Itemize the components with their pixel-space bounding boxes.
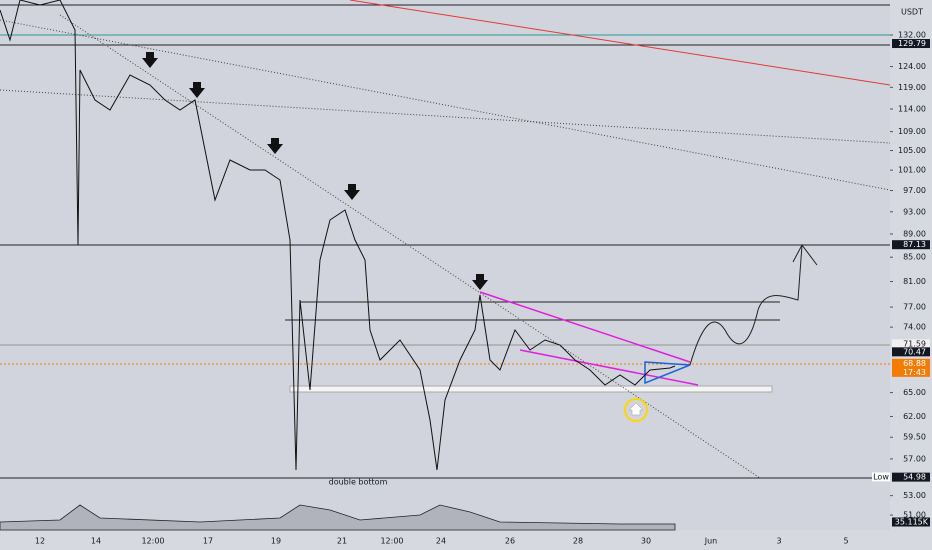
channel (519, 349, 699, 386)
y-tick-label: 89.00 (903, 229, 926, 238)
down-arrow (472, 274, 488, 290)
x-tick-label: 14 (91, 537, 101, 546)
projection (689, 244, 803, 366)
x-tick-label: 21 (337, 537, 347, 546)
channel (479, 291, 691, 363)
y-tick-label: 74.00 (903, 323, 926, 332)
time-axis (0, 530, 890, 550)
y-tick-label: 59.50 (903, 433, 926, 442)
y-tick-label: 114.00 (898, 105, 926, 114)
plot-area (0, 0, 890, 530)
x-tick-label: 12:00 (141, 537, 164, 546)
price-badge-sub: 17:43 (903, 368, 926, 377)
price-axis (890, 0, 932, 550)
y-tick-label: 105.00 (898, 146, 926, 155)
volume-badge-label: 35.115K (895, 518, 929, 527)
y-tick-label: 77.00 (903, 303, 926, 312)
x-tick-label: 28 (573, 537, 583, 546)
x-tick-label: 12:00 (380, 537, 403, 546)
x-tick-label: 19 (271, 537, 281, 546)
up-arrow (628, 402, 644, 416)
y-tick-label: 93.00 (903, 207, 926, 216)
y-tick-label: 85.00 (903, 253, 926, 262)
price-badge-label: 70.47 (903, 347, 926, 356)
y-tick-label: 101.00 (898, 166, 926, 175)
y-tick-label: 62.00 (903, 412, 926, 421)
y-tick-label: 65.00 (903, 388, 926, 397)
price-badge (892, 472, 930, 482)
x-tick-label: 24 (436, 537, 446, 546)
price-badge (892, 358, 930, 377)
price-badge (892, 339, 930, 349)
y-tick-label: 132.00 (898, 31, 926, 40)
x-tick-label: 3 (776, 537, 781, 546)
x-tick-label: 17 (203, 537, 213, 546)
volume-badge (892, 517, 930, 527)
badge-tag-label: Low (873, 472, 889, 481)
y-tick-label: 51.00 (903, 511, 926, 520)
drawings (0, 0, 891, 531)
y-tick-label: 81.00 (903, 277, 926, 286)
y-tick-label: 109.00 (898, 127, 926, 136)
support-zone (289, 385, 773, 393)
y-tick-label: 124.00 (898, 62, 926, 71)
down-arrow (189, 82, 205, 98)
y-tick-label: 57.00 (903, 454, 926, 463)
projection-arrow (792, 244, 818, 266)
x-tick-label: 30 (641, 537, 651, 546)
price-badge (892, 240, 930, 250)
price-badge-label: 71.59 (903, 339, 926, 348)
price-badge (892, 39, 930, 49)
price-badge-label: 54.98 (903, 473, 926, 482)
currency-label: USDT (901, 8, 923, 17)
price-badge-label: 87.13 (903, 240, 926, 249)
triangle (644, 361, 691, 385)
y-tick-label: 97.00 (903, 186, 926, 195)
annotation: double bottom (329, 478, 388, 487)
trend-line (349, 0, 891, 86)
x-tick-label: 12 (35, 537, 45, 546)
price-line (0, 0, 676, 471)
x-tick-label: Jun (704, 537, 718, 546)
down-arrow (344, 184, 360, 200)
price-badge (892, 347, 930, 357)
highlight-circle (624, 398, 648, 422)
trend-line (0, 19, 891, 191)
markers (142, 52, 488, 290)
y-tick-label: 119.00 (898, 83, 926, 92)
x-tick-label: 5 (843, 537, 848, 546)
down-arrow (142, 52, 158, 68)
price-badge-label: 68.88 (903, 359, 926, 368)
x-tick-label: 26 (505, 537, 515, 546)
price-badge-label: 129.79 (898, 39, 926, 48)
down-arrow (267, 138, 283, 154)
volume (0, 504, 676, 531)
badge-tag (872, 472, 890, 482)
y-tick-label: 53.00 (903, 491, 926, 500)
